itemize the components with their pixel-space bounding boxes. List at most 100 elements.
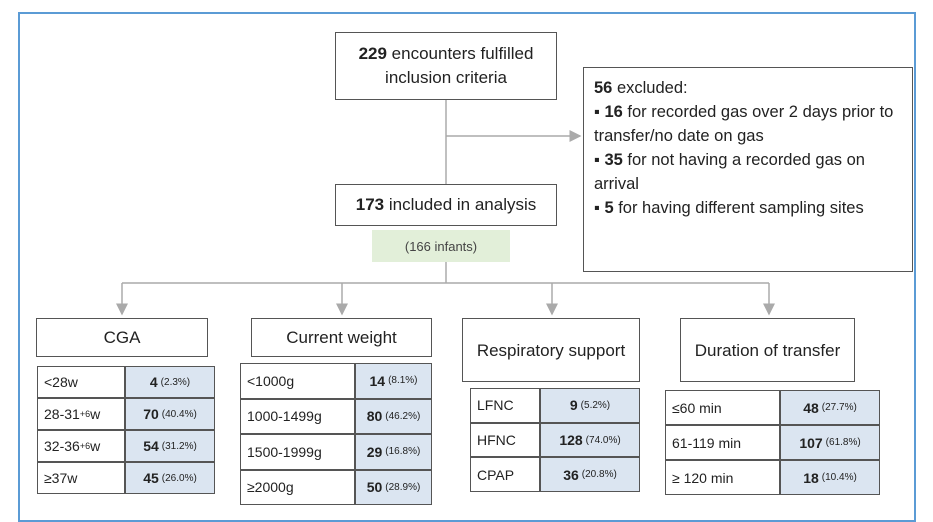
reason: for not having a recorded gas on arrival [594,151,865,193]
label: 1000-1499g [247,408,322,425]
count: 229 [358,44,387,63]
inclusion-text: 229 encounters fulfilled inclusion crite… [344,42,548,90]
row-label: ≤60 min [665,390,780,425]
inclusion-box: 229 encounters fulfilled inclusion crite… [335,32,557,100]
row-value: 4 (2.3%) [125,366,215,398]
suffix: w [90,438,101,454]
row-label: ≥37w [37,462,125,494]
label: 61-119 min [672,434,742,451]
label: HFNC [477,432,516,449]
count: 128 [559,432,583,449]
row-value: 107 (61.8%) [780,425,880,460]
group-title: Current weight [286,328,397,347]
count: 4 [149,374,158,390]
row-label: 32-36 +6 w [37,430,125,462]
percent: (46.2%) [385,410,421,422]
reason: for recorded gas over 2 days prior to tr… [594,103,894,145]
row-label: 1500-1999g [240,434,355,470]
row-label: 1000-1499g [240,398,355,434]
group-header: CGA [36,318,208,357]
percent: (26.0%) [161,472,197,484]
excluded-heading: 56 excluded: [594,76,902,100]
count: 48 [803,399,819,416]
group-title: Duration of transfer [694,340,841,360]
count: 173 [355,195,385,214]
percent: (28.9%) [385,481,421,493]
row-label: CPAP [470,457,540,493]
row-label: ≥ 120 min [665,460,780,495]
count: 16 [604,103,623,121]
excluded-box: 56 excluded: ▪ 16 for recorded gas over … [583,67,913,272]
count: 18 [803,469,819,486]
label: 1500-1999g [247,443,322,460]
row-label: <28w [37,366,125,398]
group-header: Respiratory support [462,318,640,382]
excluded-item: ▪ 35 for not having a recorded gas on ar… [594,151,865,193]
row-value: 54 (31.2%) [125,430,215,462]
included-text: 173 included in analysis [356,195,537,215]
reason: for having different sampling sites [618,199,864,217]
row-value: 45 (26.0%) [125,462,215,494]
percent: (2.3%) [160,376,191,388]
row-value: 128 (74.0%) [540,422,640,458]
infants-text: (166 infants) [404,238,478,254]
percent: (74.0%) [585,434,621,446]
excluded-item: ▪ 16 for recorded gas over 2 days prior … [594,103,894,145]
count: 54 [143,438,159,454]
included-box: 173 included in analysis [335,184,557,226]
row-value: 80 (46.2%) [355,398,432,434]
percent: (27.7%) [821,402,857,413]
percent: (20.8%) [581,469,617,481]
row-value: 18 (10.4%) [780,460,880,495]
excluded-list: ▪ 16 for recorded gas over 2 days prior … [594,100,902,220]
row-label: HFNC [470,422,540,458]
label: LFNC [477,397,514,414]
row-value: 29 (16.8%) [355,434,432,470]
count: 29 [366,443,383,460]
count: 36 [563,466,579,483]
count: 35 [604,151,623,169]
row-value: 36 (20.8%) [540,457,640,493]
group-title: CGA [103,328,141,347]
row-value: 9 (5.2%) [540,388,640,423]
row-value: 14 (8.1%) [355,363,432,399]
group-title: Respiratory support [476,340,626,360]
label: excluded: [616,79,688,97]
label: ≥37w [44,470,78,486]
label: <28w [44,374,78,390]
label: included in analysis [388,195,537,214]
label: ≥2000g [247,479,294,496]
label: ≥ 120 min [672,469,734,486]
label: CPAP [477,466,515,483]
count: 107 [799,434,823,451]
percent: (61.8%) [825,437,861,448]
percent: (16.8%) [385,446,421,458]
superscript: +6 [79,409,91,419]
group-header: Current weight [251,318,432,357]
label: encounters fulfilled inclusion criteria [385,44,534,87]
row-label: ≥2000g [240,469,355,505]
group-header: Duration of transfer [680,318,855,382]
percent: (40.4%) [161,408,197,420]
infants-note: (166 infants) [372,230,510,262]
row-label: 28-31 +6 w [37,398,125,430]
row-value: 70 (40.4%) [125,398,215,430]
excluded-item: ▪ 5 for having different sampling sites [594,199,864,217]
row-label: LFNC [470,388,540,423]
percent: (31.2%) [161,440,197,452]
count: 14 [369,372,386,389]
superscript: +6 [79,441,91,451]
count: 80 [366,408,383,425]
count: 45 [143,470,159,486]
count: 70 [143,406,159,422]
count: 50 [366,479,383,496]
row-value: 50 (28.9%) [355,469,432,505]
count: 9 [569,397,578,414]
count: 56 [594,79,613,97]
row-label: 61-119 min [665,425,780,460]
label: ≤60 min [672,399,722,416]
label: <1000g [247,372,295,389]
percent: (8.1%) [388,375,418,387]
